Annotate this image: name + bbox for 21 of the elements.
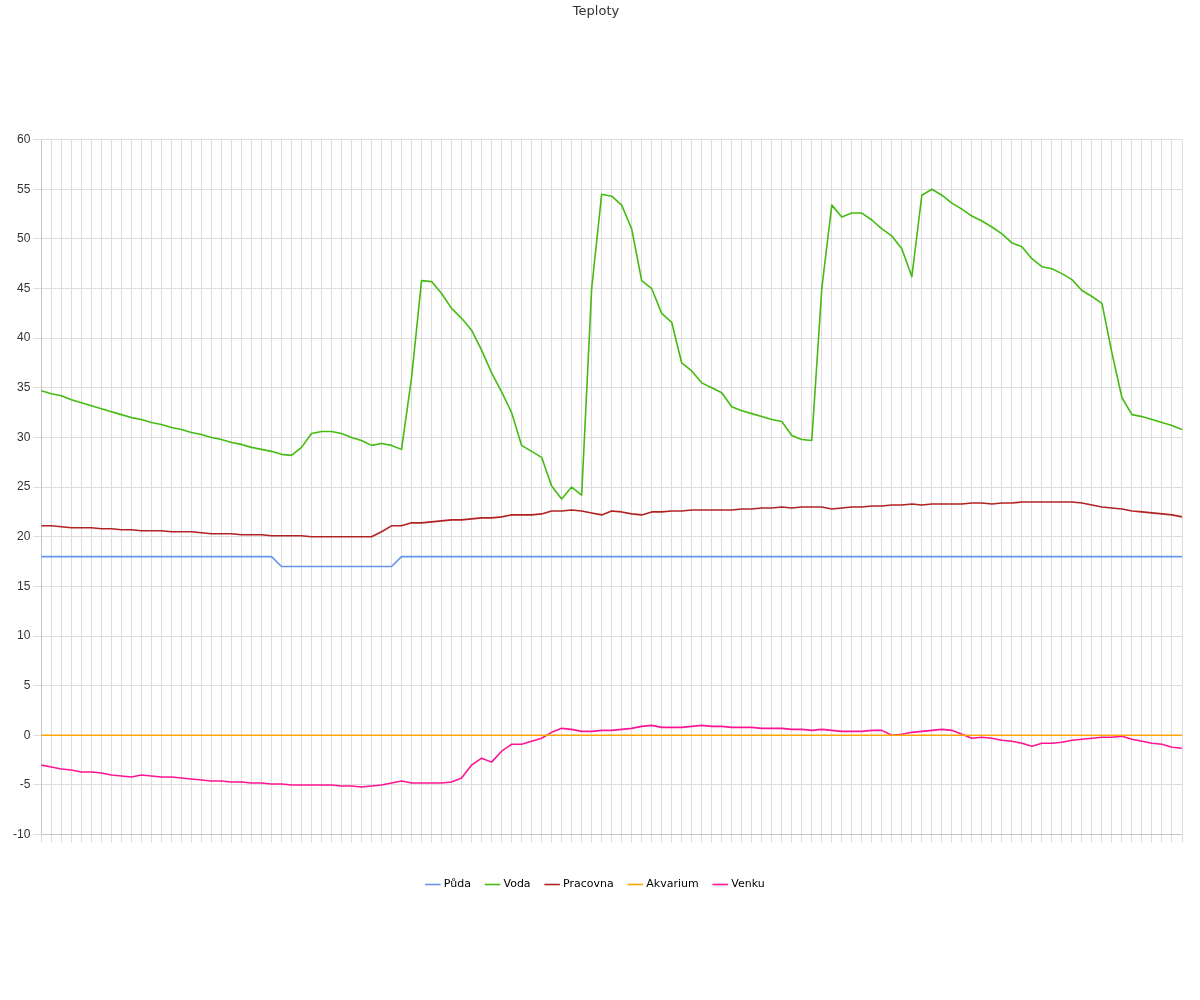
y-tick-label: 45: [16, 280, 31, 295]
legend-label: Venku: [731, 877, 765, 891]
y-tick-label: 25: [16, 479, 31, 494]
y-tick-label: 15: [16, 578, 31, 593]
y-tick-label: 30: [16, 429, 31, 444]
legend-label: Voda: [503, 877, 531, 891]
y-tick-label: -10: [13, 826, 31, 841]
chart-title: Teploty: [571, 3, 620, 19]
legend-label: Pracovna: [563, 877, 614, 891]
y-tick-label: 60: [16, 131, 31, 146]
legend-label: Akvarium: [646, 877, 699, 891]
y-tick-label: 5: [23, 677, 31, 692]
y-tick-label: 10: [16, 628, 31, 643]
y-tick-label: 40: [16, 330, 31, 345]
y-tick-label: 50: [16, 231, 31, 246]
y-tick-label: -5: [19, 777, 31, 792]
y-tick-label: 55: [16, 181, 31, 196]
y-tick-label: 35: [16, 380, 31, 395]
y-tick-label: 0: [23, 727, 31, 742]
legend-label: Půda: [443, 877, 471, 891]
y-tick-label: 20: [16, 529, 31, 544]
